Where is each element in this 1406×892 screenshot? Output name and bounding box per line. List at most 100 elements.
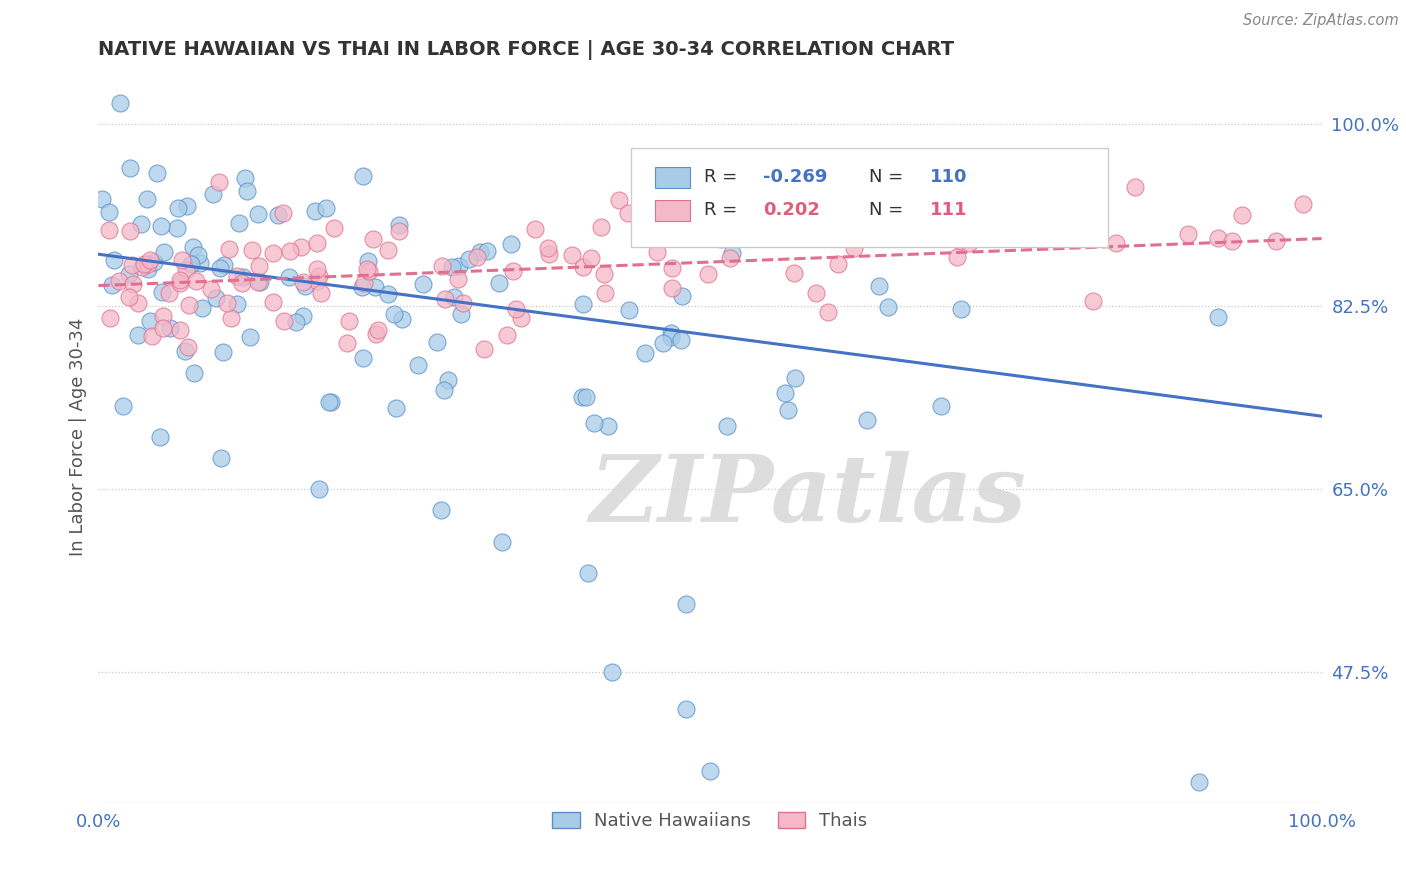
Point (169, 323, 191, 337)
Point (153, 244, 176, 259)
Point (118, 224, 141, 238)
Point (1123, 180, 1146, 194)
Point (572, 297, 595, 311)
Point (146, 166, 169, 180)
Point (319, 394, 342, 409)
Point (97, 222, 120, 236)
Point (111, 399, 134, 413)
Point (181, 240, 204, 254)
Point (225, 268, 247, 283)
Point (141, 329, 163, 343)
Point (388, 224, 411, 238)
Point (949, 235, 972, 249)
Point (232, 269, 254, 284)
Point (770, 220, 793, 235)
Point (451, 295, 474, 310)
Point (294, 279, 316, 293)
Text: R =: R = (704, 202, 742, 219)
Point (859, 216, 882, 230)
Point (470, 244, 492, 259)
Point (868, 279, 890, 293)
Point (488, 276, 510, 290)
Point (307, 262, 329, 277)
Point (97, 205, 120, 219)
Point (150, 285, 173, 299)
Point (450, 307, 472, 321)
Point (441, 260, 464, 274)
Point (166, 220, 188, 235)
Point (98, 311, 121, 326)
Point (391, 311, 413, 326)
Text: -0.269: -0.269 (762, 169, 827, 186)
Legend: Native Hawaiians, Thais: Native Hawaiians, Thais (546, 805, 875, 838)
Point (432, 259, 454, 273)
Point (465, 250, 488, 264)
Point (236, 184, 259, 198)
Point (561, 248, 583, 262)
Point (337, 313, 360, 327)
Point (363, 232, 385, 246)
Point (385, 401, 408, 415)
Point (176, 340, 198, 354)
Point (246, 275, 269, 289)
Point (290, 240, 312, 254)
Point (191, 301, 214, 315)
Point (108, 95, 131, 110)
Point (335, 335, 357, 350)
Point (149, 430, 172, 444)
Point (208, 260, 231, 275)
Point (596, 419, 619, 434)
Point (1206, 230, 1229, 244)
Point (1069, 200, 1091, 214)
Point (118, 267, 141, 281)
Point (350, 279, 373, 293)
Point (309, 285, 332, 300)
Point (228, 216, 250, 230)
Point (827, 257, 849, 271)
Y-axis label: In Labor Force | Age 30-34: In Labor Force | Age 30-34 (69, 318, 87, 557)
Point (356, 262, 378, 277)
Point (136, 261, 159, 276)
Text: N =: N = (869, 202, 910, 219)
Point (180, 257, 202, 271)
Point (675, 597, 697, 611)
Point (773, 386, 796, 401)
Point (443, 290, 465, 304)
Point (247, 259, 270, 273)
Point (607, 194, 630, 208)
Point (574, 390, 596, 404)
Point (447, 260, 470, 274)
Point (169, 273, 191, 287)
Point (783, 371, 806, 385)
Point (262, 294, 284, 309)
Point (716, 418, 738, 433)
Point (651, 336, 673, 351)
Point (1206, 310, 1229, 324)
Point (353, 276, 375, 290)
Point (207, 176, 229, 190)
Point (661, 260, 683, 275)
Point (537, 241, 560, 255)
Point (877, 300, 900, 314)
Text: ZIPatlas: ZIPatlas (589, 450, 1026, 541)
Point (617, 206, 640, 220)
Point (1220, 234, 1243, 248)
Point (382, 307, 405, 321)
Point (377, 286, 399, 301)
Point (271, 206, 294, 220)
Point (457, 252, 479, 266)
Point (233, 170, 256, 185)
Point (661, 281, 683, 295)
Point (239, 330, 262, 344)
FancyBboxPatch shape (655, 200, 690, 221)
Point (668, 222, 690, 236)
Point (291, 275, 314, 289)
Point (817, 305, 839, 319)
Point (277, 270, 299, 285)
Point (231, 276, 253, 290)
Point (778, 402, 800, 417)
Point (139, 314, 162, 328)
Point (710, 231, 733, 245)
Point (1292, 197, 1315, 211)
Point (308, 269, 330, 284)
